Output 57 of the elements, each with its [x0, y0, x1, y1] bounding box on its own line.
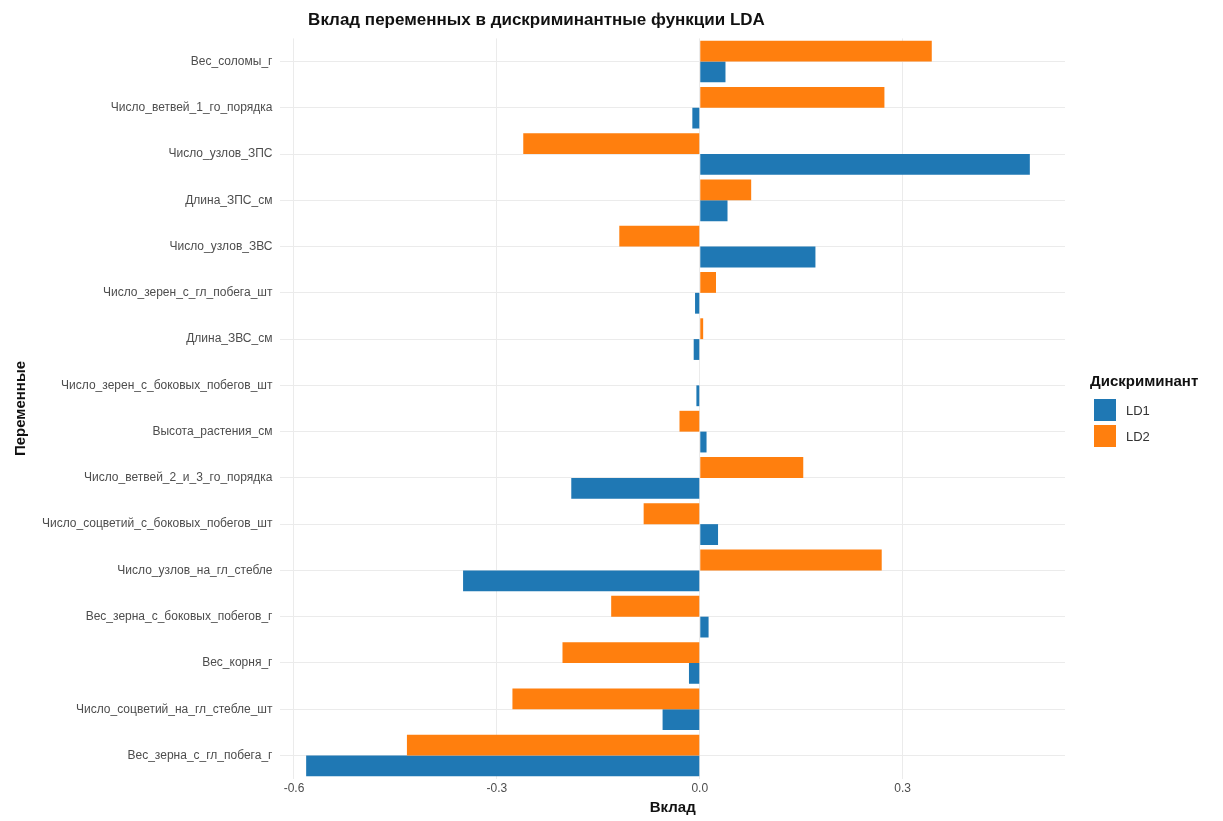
legend-title: Дискриминант [1090, 372, 1199, 389]
bar [512, 688, 700, 710]
legend-label: LD1 [1126, 402, 1150, 418]
bar [562, 642, 700, 663]
bar [700, 246, 816, 268]
bar [611, 595, 700, 617]
y-tick-label: Число_ветвей_1_го_порядка [110, 100, 273, 115]
x-tick-label: 0.3 [894, 781, 912, 796]
bar [700, 524, 719, 545]
bar [700, 86, 885, 108]
bar [700, 318, 704, 340]
y-tick-label: Вес_зерна_с_боковых_побегов_г [85, 608, 274, 623]
bar [700, 40, 932, 62]
bar [700, 272, 717, 293]
bar [700, 61, 726, 83]
chart-title: Вклад переменных в дискриминантные функции LDA [308, 9, 765, 29]
y-tick-label: Число_узлов_ЗВС [169, 238, 273, 253]
bar [688, 662, 700, 684]
y-axis-title: Переменные [11, 360, 29, 457]
y-tick-label: Число_зерен_с_гл_побега_шт [102, 285, 273, 300]
x-tick-label: -0.6 [283, 781, 305, 796]
bar [406, 734, 700, 756]
y-tick-label: Число_ветвей_2_и_3_го_порядка [84, 470, 273, 485]
bar [463, 570, 700, 592]
bar [619, 225, 700, 247]
bar [700, 154, 1030, 175]
bar [662, 709, 700, 731]
bar [696, 385, 700, 407]
x-tick-label: 0.0 [691, 781, 709, 796]
bar [700, 457, 804, 478]
y-tick-label: Длина_ЗПС_см [185, 192, 273, 207]
bar [571, 477, 700, 499]
bar [700, 431, 707, 453]
y-tick-label: Вес_корня_г [202, 655, 274, 670]
bar [523, 133, 700, 155]
x-tick-label: -0.3 [486, 781, 508, 796]
y-tick-label: Длина_ЗВС_см [186, 331, 273, 346]
bar [695, 292, 700, 314]
y-tick-label: Число_соцветий_на_гл_стебле_шт [76, 701, 273, 716]
y-tick-label: Вес_зерна_с_гл_побега_г [127, 747, 274, 762]
bar [643, 503, 700, 525]
y-tick-label: Число_соцветий_с_боковых_побегов_шт [41, 516, 273, 531]
bar [693, 339, 700, 360]
y-tick-label: Высота_растения_см [152, 423, 273, 438]
y-tick-label: Число_узлов_на_гл_стебле [117, 562, 273, 577]
y-tick-label: Число_узлов_ЗПС [168, 146, 273, 161]
x-axis-title: Вклад [649, 798, 697, 816]
y-tick-label: Вес_соломы_г [190, 53, 274, 68]
y-tick-label: Число_зерен_с_боковых_побегов_шт [61, 377, 273, 392]
bar [700, 179, 752, 201]
bar [700, 200, 728, 222]
bar [306, 755, 700, 777]
bar [700, 616, 709, 638]
bar [700, 549, 882, 571]
bar [679, 410, 700, 432]
legend-label: LD2 [1126, 428, 1150, 444]
bar [692, 107, 700, 129]
